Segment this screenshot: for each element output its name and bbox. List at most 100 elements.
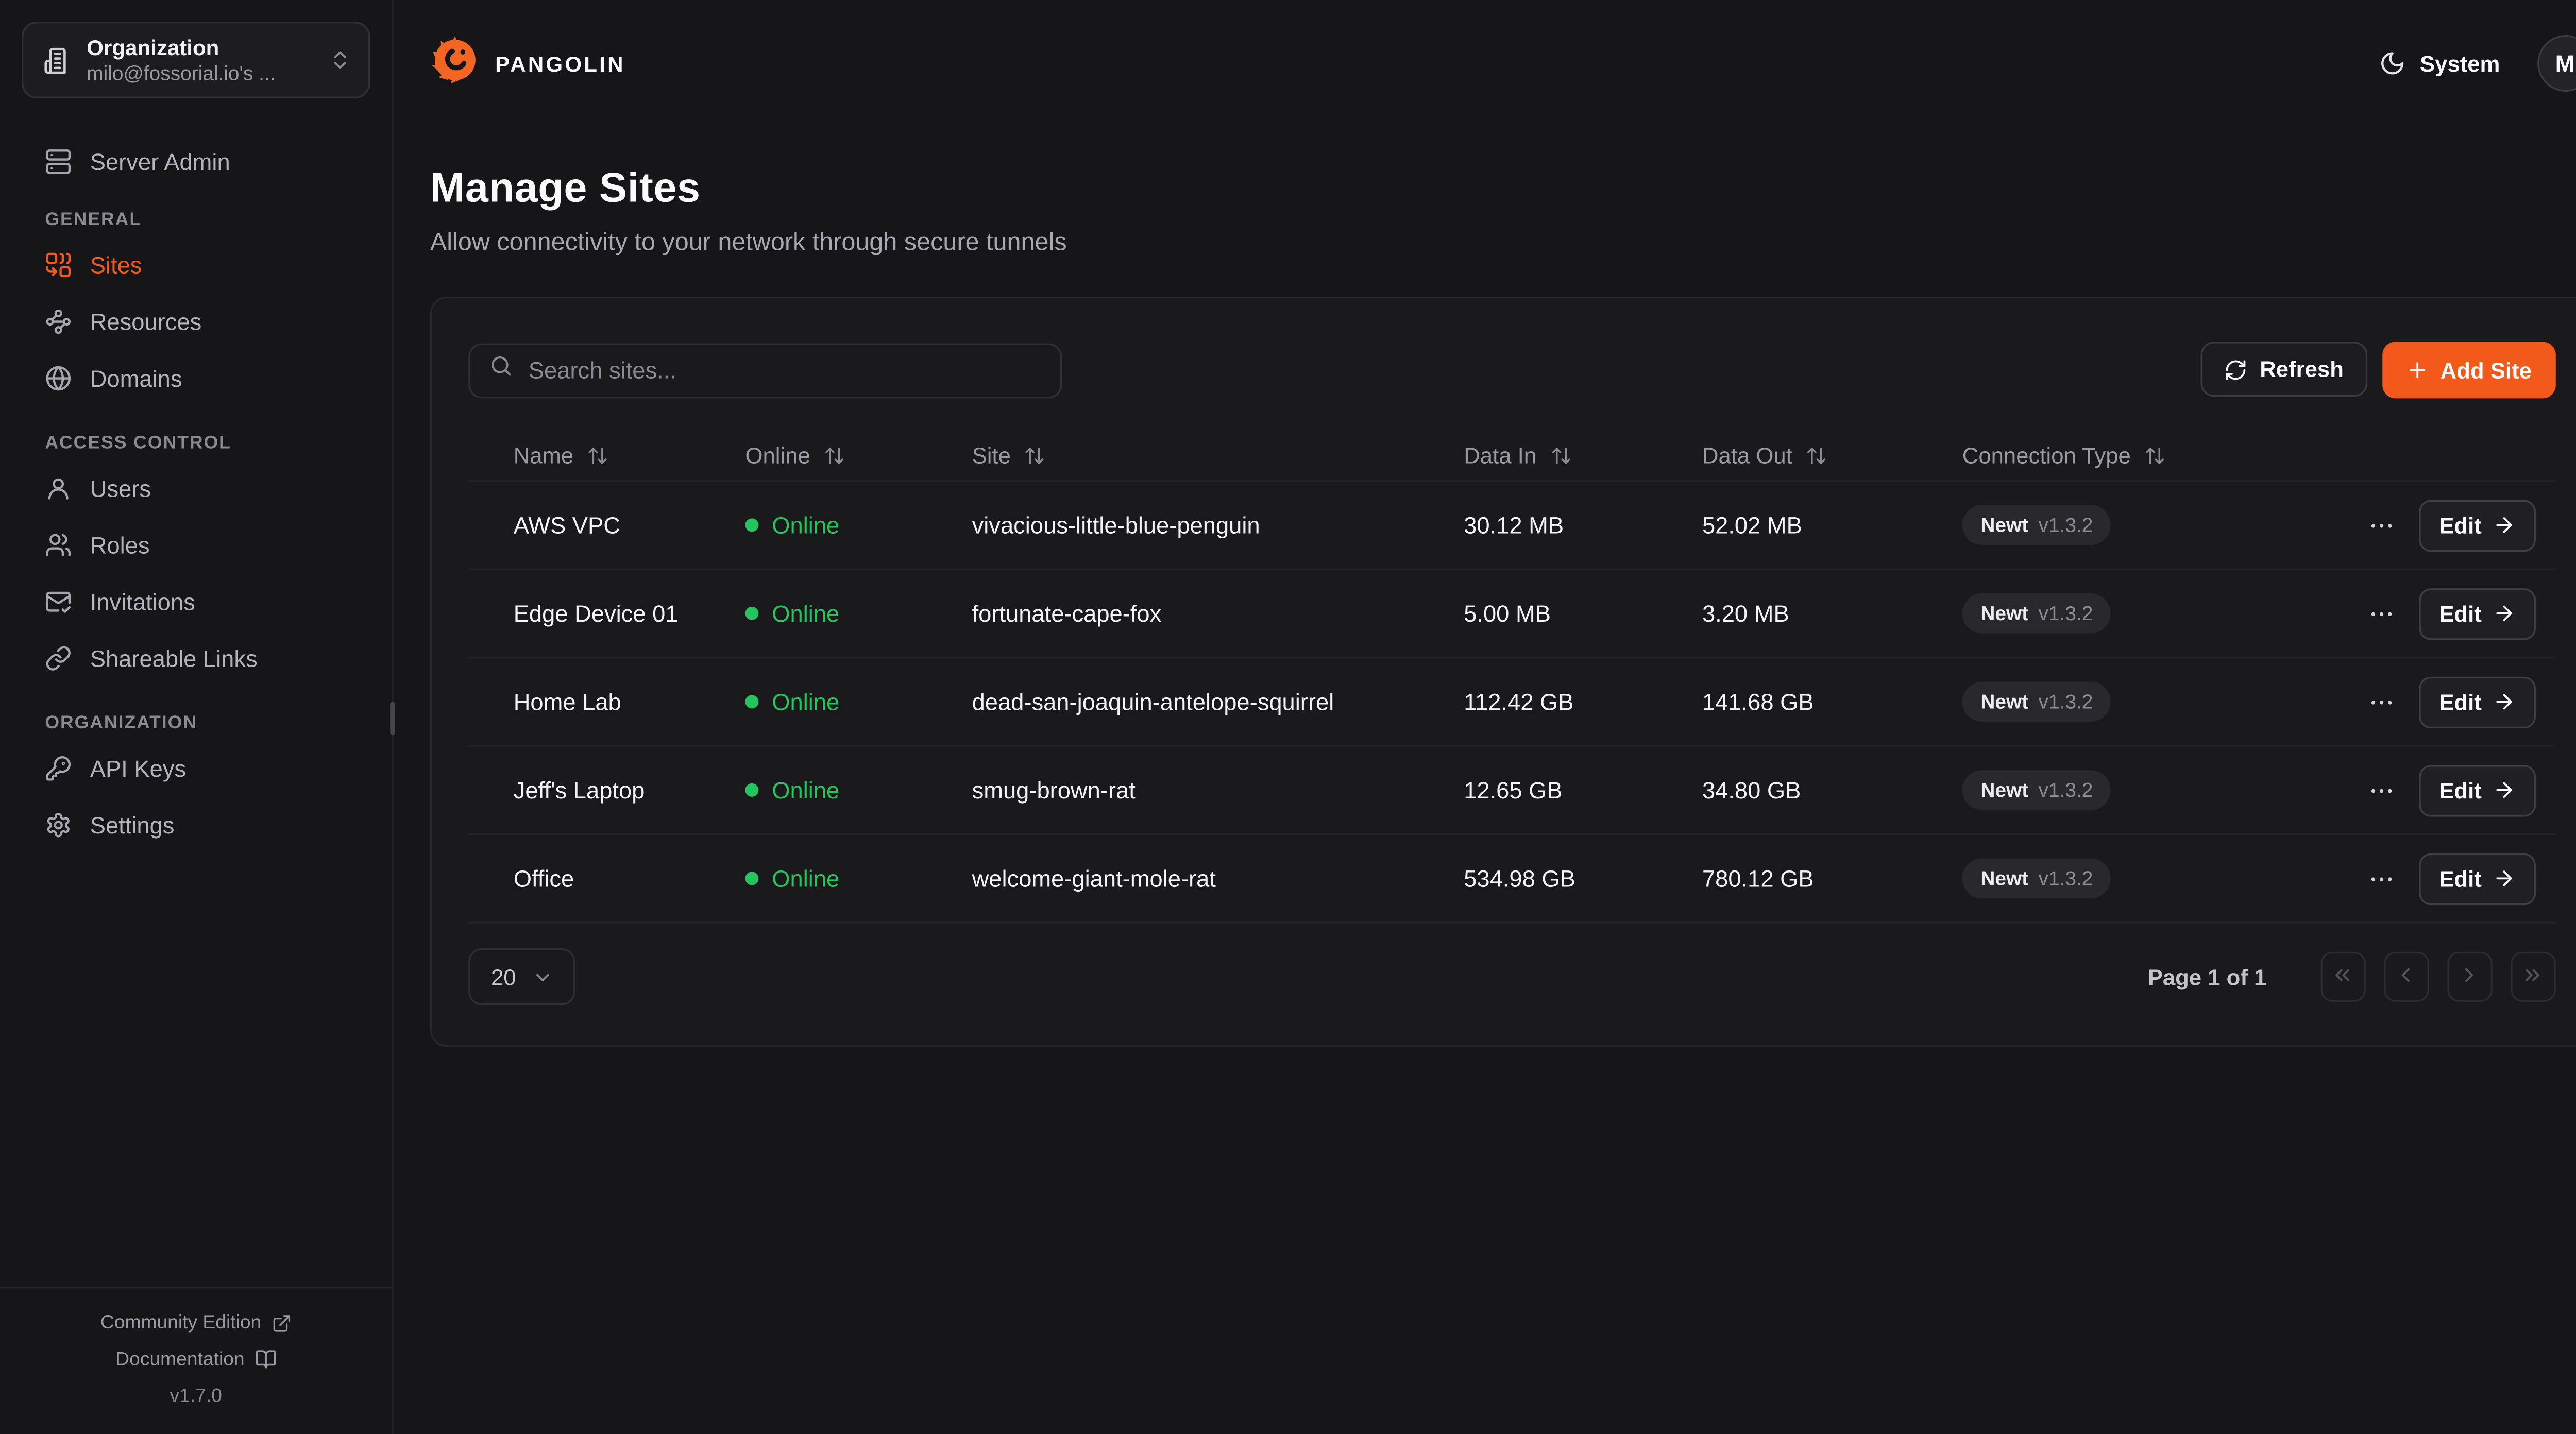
- community-edition-label: Community Edition: [100, 1312, 262, 1333]
- theme-toggle[interactable]: System: [2380, 50, 2500, 77]
- status-label: Online: [772, 865, 840, 892]
- edit-button[interactable]: Edit: [2419, 764, 2535, 816]
- online-dot-icon: [745, 518, 759, 532]
- sidebar-item-resources[interactable]: Resources: [22, 298, 370, 343]
- org-selector[interactable]: Organization milo@fossorial.io's ...: [22, 22, 370, 98]
- sidebar-item-sites[interactable]: Sites: [22, 242, 370, 286]
- arrow-right-icon: [2492, 602, 2515, 625]
- status-label: Online: [772, 688, 840, 715]
- documentation-label: Documentation: [115, 1349, 245, 1370]
- column-label: Site: [972, 442, 1011, 468]
- data-out-value: 34.80 GB: [1702, 776, 1801, 804]
- sidebar-nav: Server Admin GENERAL Sites Resources: [22, 139, 370, 859]
- sidebar-section-access-control: ACCESS CONTROL Users Roles: [22, 432, 370, 680]
- edit-label: Edit: [2439, 777, 2482, 803]
- table-row: Office Online welcome-giant-mole-rat 534…: [468, 835, 2555, 924]
- refresh-button[interactable]: Refresh: [2201, 342, 2367, 397]
- sidebar-resize-handle[interactable]: [390, 702, 395, 736]
- sidebar-item-invitations[interactable]: Invitations: [22, 578, 370, 623]
- edit-label: Edit: [2439, 866, 2482, 891]
- status-label: Online: [772, 511, 840, 539]
- users-icon: [45, 531, 72, 558]
- org-value: milo@fossorial.io's ...: [87, 61, 276, 84]
- connection-type-cell: Newt v1.3.2: [1962, 681, 2367, 722]
- sites-table: Name Online Site Data In: [468, 430, 2555, 924]
- sidebar-item-server-admin[interactable]: Server Admin: [22, 139, 370, 183]
- page-status: Page 1 of 1: [2147, 964, 2267, 989]
- column-header-data-out[interactable]: Data Out: [1702, 442, 1962, 468]
- site-slug: dead-san-joaquin-antelope-squirrel: [972, 688, 1334, 715]
- last-page-button[interactable]: [2510, 951, 2555, 1002]
- column-header-data-in[interactable]: Data In: [1464, 442, 1702, 468]
- edit-button[interactable]: Edit: [2419, 676, 2535, 728]
- edit-button[interactable]: Edit: [2419, 852, 2535, 904]
- pagination-buttons: [2319, 951, 2555, 1002]
- page-size-select[interactable]: 20: [468, 948, 575, 1005]
- server-icon: [45, 147, 72, 174]
- connection-type-cell: Newt v1.3.2: [1962, 858, 2367, 899]
- sort-icon: [824, 444, 845, 466]
- sidebar-item-roles[interactable]: Roles: [22, 522, 370, 567]
- arrow-right-icon: [2492, 690, 2515, 713]
- connection-type-badge: Newt v1.3.2: [1962, 505, 2111, 545]
- connection-name: Newt: [1980, 602, 2029, 625]
- section-label: ORGANIZATION: [45, 713, 197, 733]
- connection-type-cell: Newt v1.3.2: [1962, 593, 2367, 634]
- ellipsis-icon[interactable]: [2367, 599, 2396, 627]
- avatar[interactable]: M: [2536, 35, 2576, 92]
- theme-label: System: [2419, 50, 2500, 76]
- documentation-link[interactable]: Documentation: [0, 1341, 392, 1377]
- top-right-controls: System M: [2380, 35, 2576, 92]
- sites-card: Refresh Add Site Name: [430, 297, 2576, 1047]
- table-footer: 20 Page 1 of 1: [468, 948, 2555, 1005]
- section-label: GENERAL: [45, 210, 142, 230]
- column-header-connection-type[interactable]: Connection Type: [1962, 442, 2367, 468]
- chevron-right-icon: [2458, 963, 2481, 991]
- sidebar-item-domains[interactable]: Domains: [22, 355, 370, 400]
- site-status: Online: [745, 865, 972, 892]
- community-edition-link[interactable]: Community Edition: [0, 1304, 392, 1341]
- first-page-button[interactable]: [2319, 951, 2365, 1002]
- search-input[interactable]: [528, 356, 1042, 384]
- edit-label: Edit: [2439, 601, 2482, 626]
- add-site-button[interactable]: Add Site: [2382, 342, 2555, 399]
- page-title: Manage Sites: [430, 165, 701, 212]
- brand-logo: PANGOLIN: [430, 34, 625, 92]
- arrow-right-icon: [2492, 778, 2515, 801]
- sidebar-item-users[interactable]: Users: [22, 465, 370, 510]
- mail-check-icon: [45, 588, 72, 614]
- connection-type-badge: Newt v1.3.2: [1962, 858, 2111, 899]
- sidebar-item-shareable-links[interactable]: Shareable Links: [22, 635, 370, 680]
- ellipsis-icon[interactable]: [2367, 864, 2396, 893]
- ellipsis-icon[interactable]: [2367, 511, 2396, 539]
- sidebar-item-api-keys[interactable]: API Keys: [22, 745, 370, 790]
- ellipsis-icon[interactable]: [2367, 776, 2396, 804]
- gear-icon: [45, 811, 72, 838]
- ellipsis-icon[interactable]: [2367, 688, 2396, 716]
- site-slug: fortunate-cape-fox: [972, 600, 1162, 627]
- sidebar-item-label: Settings: [90, 811, 175, 838]
- connection-type-cell: Newt v1.3.2: [1962, 770, 2367, 810]
- sidebar-item-label: Domains: [90, 364, 182, 391]
- chevron-left-icon: [2394, 963, 2417, 991]
- data-in-value: 30.12 MB: [1464, 511, 1564, 539]
- chevron-down-icon: [531, 966, 553, 987]
- row-actions: Edit: [2367, 676, 2555, 728]
- next-page-button[interactable]: [2446, 951, 2492, 1002]
- edit-button[interactable]: Edit: [2419, 587, 2535, 640]
- column-header-site[interactable]: Site: [972, 442, 1464, 468]
- site-name: Office: [513, 865, 574, 892]
- column-header-online[interactable]: Online: [745, 442, 972, 468]
- connection-version: v1.3.2: [2038, 513, 2093, 537]
- column-label: Data Out: [1702, 442, 1792, 468]
- prev-page-button[interactable]: [2383, 951, 2429, 1002]
- connection-name: Newt: [1980, 690, 2029, 714]
- data-out-value: 52.02 MB: [1702, 511, 1802, 539]
- row-actions: Edit: [2367, 852, 2555, 904]
- sidebar-item-settings[interactable]: Settings: [22, 802, 370, 847]
- table-row: Edge Device 01 Online fortunate-cape-fox…: [468, 570, 2555, 659]
- data-out-value: 141.68 GB: [1702, 688, 1814, 715]
- chevrons-left-icon: [2331, 963, 2354, 991]
- column-header-name[interactable]: Name: [514, 442, 745, 468]
- edit-button[interactable]: Edit: [2419, 499, 2535, 551]
